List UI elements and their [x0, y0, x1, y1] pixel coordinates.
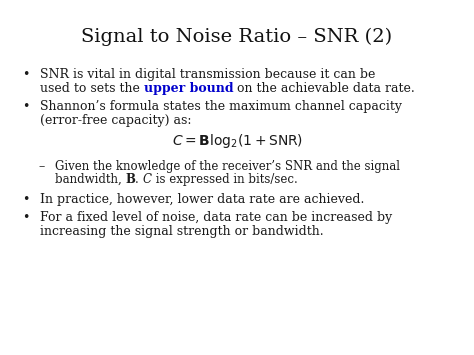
Text: upper bound: upper bound [144, 82, 234, 95]
Text: In practice, however, lower data rate are achieved.: In practice, however, lower data rate ar… [40, 193, 365, 206]
Text: •: • [22, 193, 29, 206]
Text: SNR is vital in digital transmission because it can be: SNR is vital in digital transmission bec… [40, 68, 375, 81]
Text: B: B [126, 173, 136, 186]
Text: •: • [22, 68, 29, 81]
Text: is expressed in bits/sec.: is expressed in bits/sec. [152, 173, 298, 186]
Text: –: – [38, 160, 44, 173]
Text: $C = \mathbf{B}\log_2\!\left(1+\mathrm{SNR}\right)$: $C = \mathbf{B}\log_2\!\left(1+\mathrm{S… [172, 132, 302, 150]
Text: •: • [22, 211, 29, 224]
Text: used to sets the: used to sets the [40, 82, 144, 95]
Text: .: . [136, 173, 143, 186]
Text: •: • [22, 100, 29, 113]
Text: Shannon’s formula states the maximum channel capacity: Shannon’s formula states the maximum cha… [40, 100, 402, 113]
Text: increasing the signal strength or bandwidth.: increasing the signal strength or bandwi… [40, 225, 324, 238]
Text: (error-free capacity) as:: (error-free capacity) as: [40, 114, 191, 127]
Text: For a fixed level of noise, data rate can be increased by: For a fixed level of noise, data rate ca… [40, 211, 392, 224]
Text: C: C [143, 173, 152, 186]
Text: on the achievable data rate.: on the achievable data rate. [234, 82, 415, 95]
Text: Signal to Noise Ratio – SNR (2): Signal to Noise Ratio – SNR (2) [82, 28, 392, 46]
Text: bandwidth,: bandwidth, [55, 173, 126, 186]
Text: Given the knowledge of the receiver’s SNR and the signal: Given the knowledge of the receiver’s SN… [55, 160, 400, 173]
